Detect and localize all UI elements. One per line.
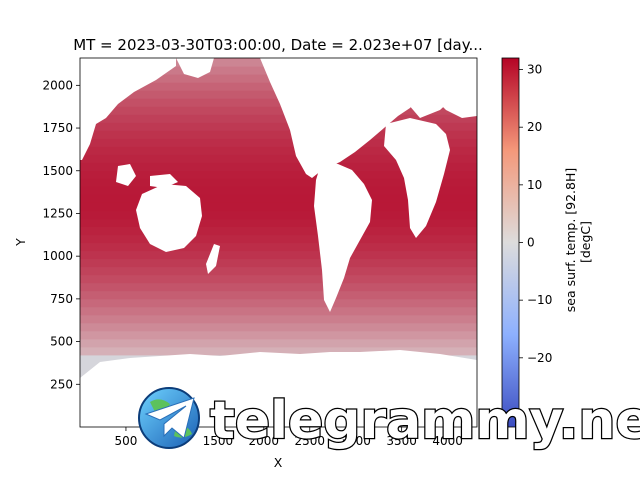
- sst-band: [80, 274, 477, 284]
- sst-band: [80, 250, 477, 260]
- colorbar-label-line2: [degC]: [578, 221, 593, 263]
- plot-frame: [79, 57, 478, 428]
- colorbar-label-line1: sea surf. temp. [92.8H]: [563, 168, 578, 312]
- telegram-globe-icon: [138, 387, 200, 449]
- land-borneo: [116, 164, 136, 186]
- sst-band: [80, 330, 477, 340]
- sst-band: [80, 266, 477, 276]
- sst-band: [80, 122, 477, 131]
- sst-band: [80, 346, 477, 356]
- watermark: telegrammy.net: [138, 387, 640, 452]
- land-europe: [430, 58, 477, 118]
- land-alaska: [176, 58, 214, 78]
- y-tick-label: 500: [50, 335, 73, 349]
- sst-band: [80, 306, 477, 316]
- land-new-guinea: [150, 174, 178, 188]
- sst-band: [80, 202, 477, 212]
- y-tick-label: 1750: [42, 121, 73, 135]
- sst-band: [80, 162, 477, 171]
- y-tick-label: 750: [50, 292, 73, 306]
- land-new-zealand: [206, 244, 220, 274]
- sst-band: [80, 194, 477, 203]
- y-tick-label: 1250: [42, 206, 73, 220]
- sst-band: [80, 138, 477, 147]
- land-australia: [136, 184, 202, 252]
- sst-band: [80, 146, 477, 155]
- y-tick-label: 250: [50, 377, 73, 391]
- colorbar-tick-label: 20: [527, 120, 542, 134]
- sst-band: [80, 210, 477, 220]
- x-tick-label: 2000: [249, 434, 280, 448]
- land-south-america: [314, 160, 372, 312]
- sst-band: [80, 290, 477, 300]
- sst-band: [80, 186, 477, 195]
- colorbar-tick-label: 10: [527, 178, 542, 192]
- watermark-text: telegrammy.net: [210, 391, 640, 451]
- sst-band: [80, 130, 477, 139]
- colorbar-tick-label: −10: [527, 293, 552, 307]
- sst-band: [80, 178, 477, 187]
- sst-band: [80, 170, 477, 179]
- sst-band: [80, 322, 477, 332]
- x-tick-label: 2500: [294, 434, 325, 448]
- x-axis-label: X: [274, 455, 283, 470]
- colorbar-tick-label: 0: [527, 236, 535, 250]
- y-axis-label: Y: [13, 238, 28, 247]
- sst-band: [80, 98, 477, 107]
- sst-band: [80, 242, 477, 252]
- sst-band: [80, 106, 477, 115]
- sst-band: [80, 298, 477, 308]
- x-tick-label: 1500: [203, 434, 234, 448]
- sst-band: [80, 282, 477, 292]
- x-tick-label: 3000: [340, 434, 371, 448]
- colorbar-tick-label: −20: [527, 351, 552, 365]
- y-tick-label: 1500: [42, 164, 73, 178]
- x-tick-label: 4000: [432, 434, 463, 448]
- sst-band: [80, 114, 477, 123]
- sst-band: [80, 218, 477, 228]
- colorbar-ticks: −20 −10 0 10 20 30: [519, 63, 552, 365]
- sst-band: [80, 314, 477, 324]
- land-africa: [384, 118, 450, 238]
- x-tick-label: 3500: [386, 434, 417, 448]
- land-asia-west: [80, 58, 176, 160]
- y-tick-label: 1000: [42, 249, 73, 263]
- sst-band: [80, 234, 477, 244]
- sst-band: [80, 338, 477, 348]
- chart-title: MT = 2023-03-30T03:00:00, Date = 2.023e+…: [73, 36, 483, 54]
- y-tick-label: 2000: [42, 78, 73, 92]
- map-area: [80, 58, 477, 427]
- sst-band: [80, 154, 477, 163]
- colorbar: −20 −10 0 10 20 30 sea surf. temp. [92.8H] [d…: [501, 57, 593, 428]
- x-tick-label: 500: [114, 434, 137, 448]
- colorbar-tick-label: 30: [527, 63, 542, 77]
- sst-band: [80, 226, 477, 236]
- y-axis: 250 500 750 1000 1250 1500 1750 2000: [42, 78, 80, 391]
- sst-band: [80, 258, 477, 268]
- colorbar-gradient: [502, 58, 519, 427]
